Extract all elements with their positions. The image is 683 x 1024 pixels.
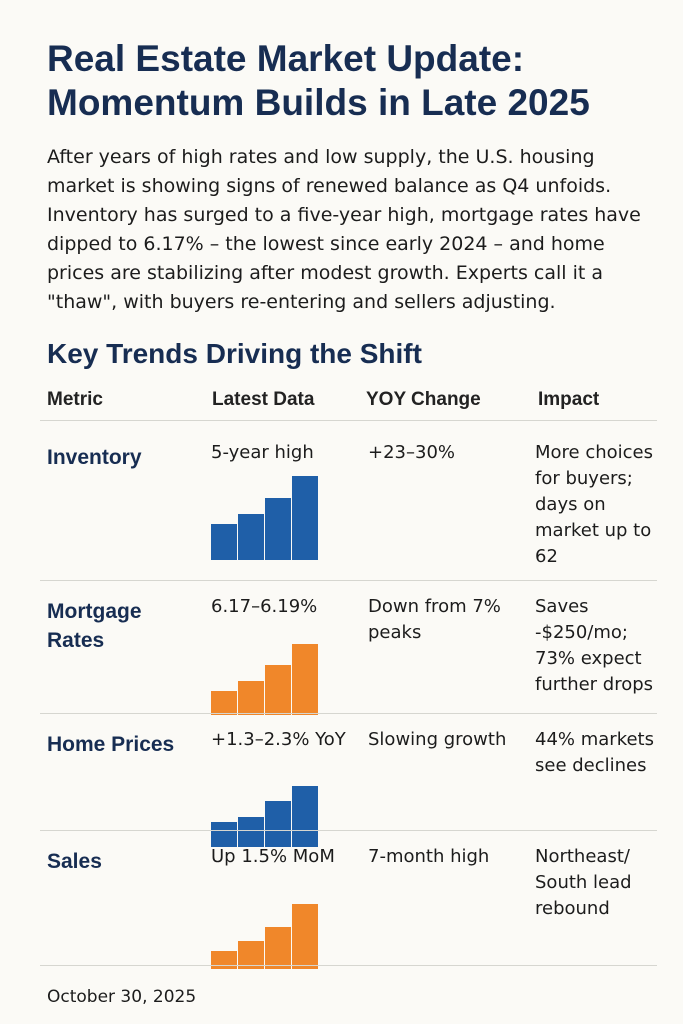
cell-text: +23–30% [368, 442, 455, 463]
mini-chart-icon [211, 644, 318, 715]
icon-bar [292, 476, 318, 560]
icon-bar [211, 951, 237, 969]
cell-text: More choices for buyers; days on market … [535, 442, 654, 567]
title-line: Real Estate Market Update: [47, 38, 525, 79]
icon-bar [265, 665, 291, 715]
icon-bar [292, 644, 318, 715]
title: Real Estate Market Update: Momentum Build… [47, 37, 590, 125]
icon-bar [238, 817, 264, 847]
divider [40, 420, 657, 421]
column-header: Metric [47, 389, 103, 410]
column-header: Latest Data [212, 389, 315, 410]
icon-bar [238, 941, 264, 969]
section-heading: Key Trends Driving the Shift [47, 338, 422, 369]
cell-text: Northeast/ South lead rebound [535, 846, 632, 919]
cell-text: 5-year high [211, 442, 314, 463]
cell-text: Up 1.5% MoM [211, 846, 335, 867]
column-header: YOY Change [366, 389, 481, 410]
icon-bar [292, 786, 318, 847]
title-line: Momentum Builds in Late 2025 [47, 82, 590, 123]
icon-bar [211, 691, 237, 715]
divider [40, 965, 657, 966]
divider [40, 830, 657, 831]
icon-bar [265, 927, 291, 969]
icon-bar [211, 822, 237, 847]
mini-chart-icon [211, 476, 318, 560]
cell-text: Down from 7% peaks [368, 596, 501, 643]
date: October 30, 2025 [47, 987, 197, 1007]
icon-bar [211, 524, 237, 560]
cell-text: Saves -$250/mo; 73% expect further drops [535, 596, 654, 695]
icon-bar [265, 498, 291, 560]
mini-chart-icon [211, 786, 318, 847]
icon-bar [292, 904, 318, 969]
intro: After years of high rates and low supply… [47, 146, 641, 313]
icon-bar [238, 514, 264, 560]
divider [40, 713, 657, 714]
cell-text: +1.3–2.3% YoY [211, 729, 346, 750]
column-header: Impact [538, 389, 600, 410]
icon-bar [265, 801, 291, 847]
metric-name: Mortgage Rates [47, 600, 142, 652]
cell-text: 6.17–6.19% [211, 596, 318, 617]
metric-name: Home Prices [47, 733, 175, 756]
cell-text: 7-month high [368, 846, 490, 867]
icon-bar [238, 681, 264, 715]
metric-name: Sales [47, 850, 102, 873]
divider [40, 580, 657, 581]
cell-text: 44% markets see declines [535, 729, 654, 776]
cell-text: Slowing growth [368, 729, 507, 750]
mini-chart-icon [211, 904, 318, 969]
metric-name: Inventory [47, 446, 142, 469]
